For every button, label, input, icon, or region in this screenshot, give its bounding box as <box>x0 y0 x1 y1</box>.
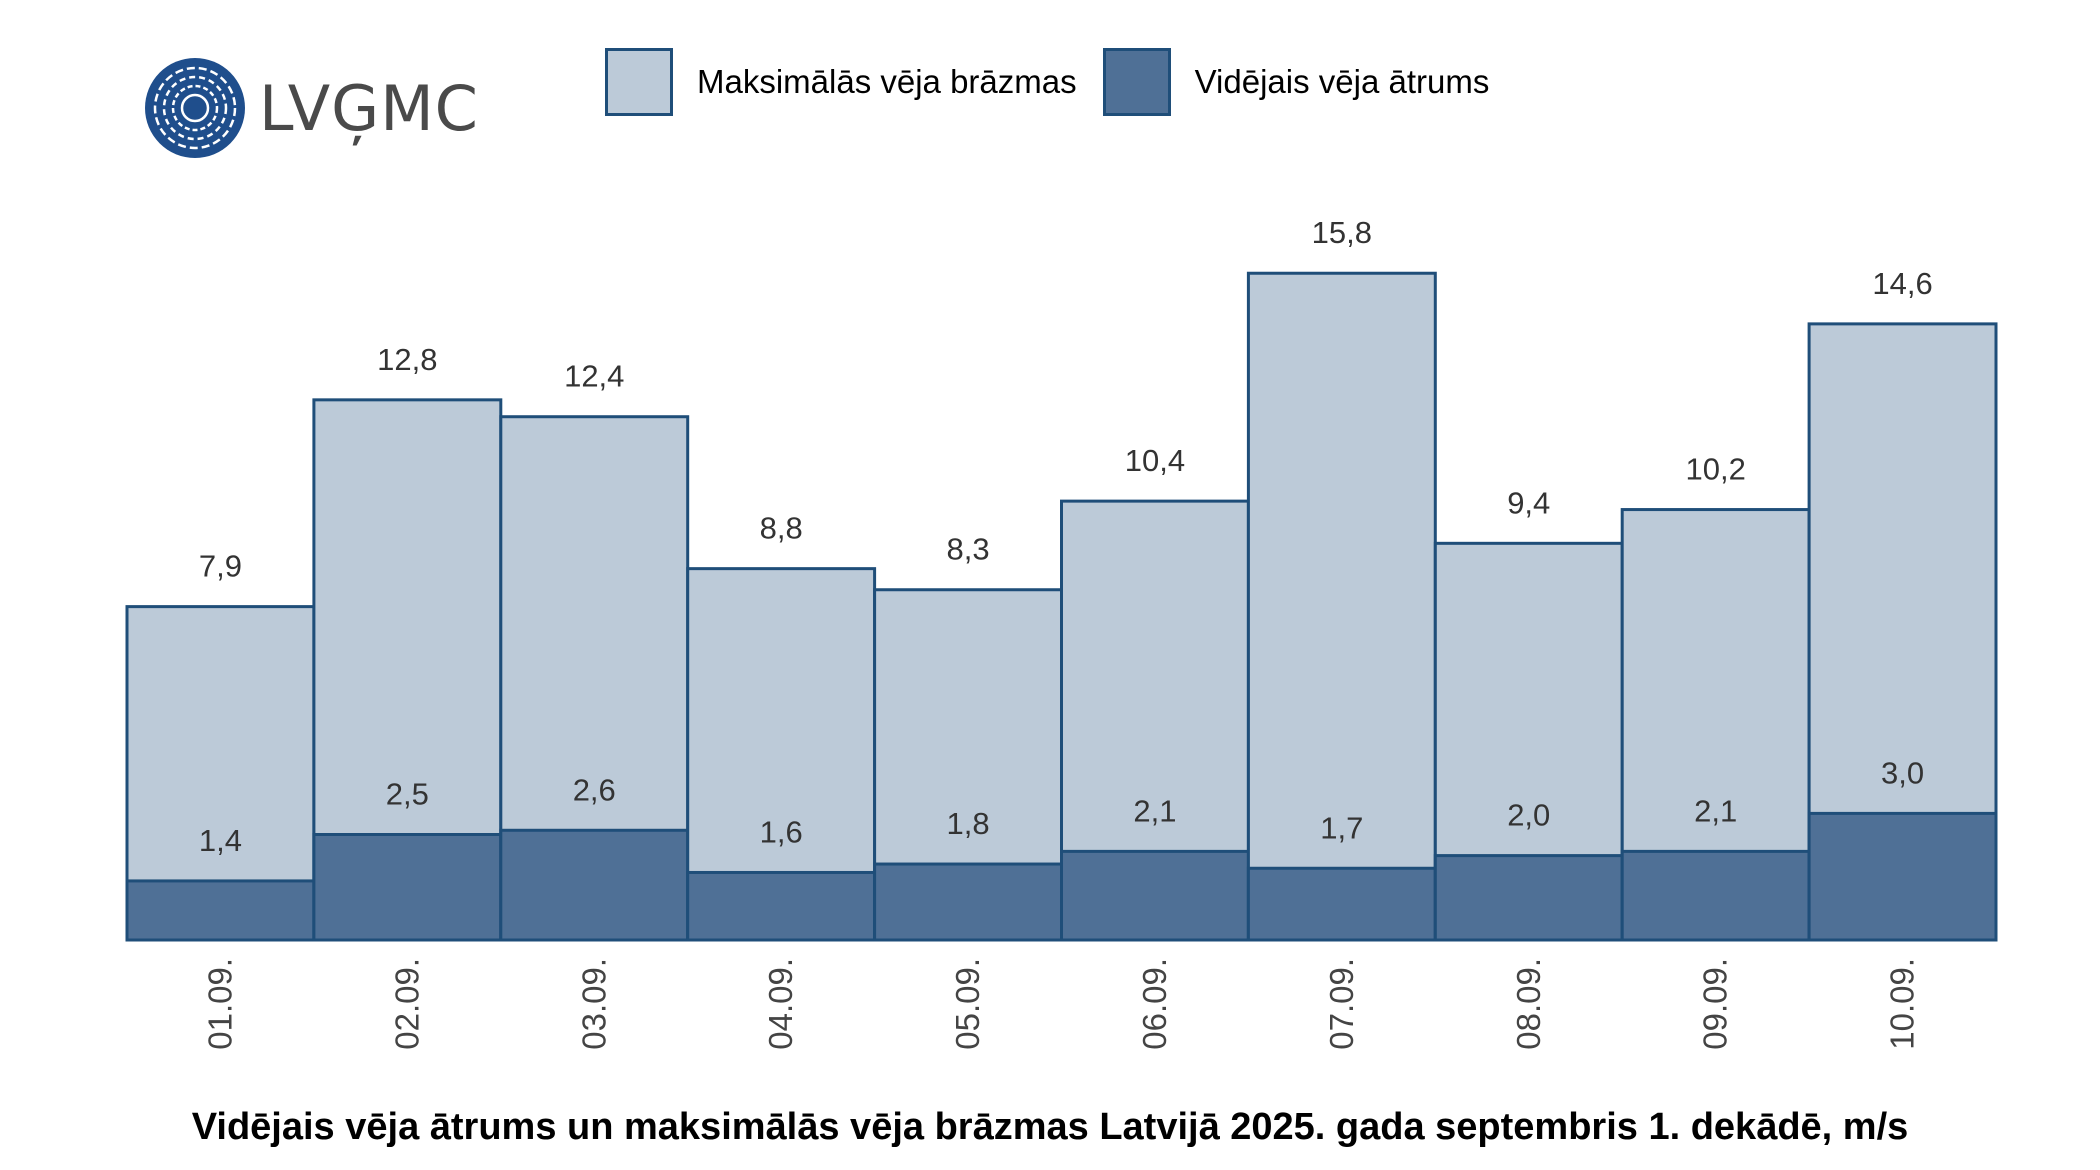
bar-average-10 <box>1807 811 1998 942</box>
logo-text: LVĢMC <box>259 71 479 145</box>
data-label-gust-3: 12,4 <box>564 359 624 394</box>
bar-average-2 <box>312 833 503 942</box>
x-tick-label-6: 06.09. <box>1136 958 1173 1050</box>
data-label-gust-10: 14,6 <box>1872 266 1932 301</box>
data-label-average-1: 1,4 <box>199 823 242 858</box>
legend-label-average: Vidējais vēja ātrums <box>1194 63 1490 100</box>
x-tick-label-2: 02.09. <box>388 958 425 1050</box>
bar-average-7 <box>1246 866 1437 942</box>
legend-swatch-gusts <box>605 48 673 116</box>
legend-swatch-average <box>1102 48 1171 116</box>
x-tick-label-7: 07.09. <box>1323 958 1360 1050</box>
logo-icon <box>145 58 245 158</box>
data-label-gust-7: 15,8 <box>1312 215 1372 250</box>
data-label-average-7: 1,7 <box>1320 810 1363 845</box>
data-label-gust-2: 12,8 <box>377 342 437 377</box>
bar-average-1 <box>125 879 316 942</box>
x-tick-label-9: 09.09. <box>1697 958 1734 1050</box>
x-tick-label-5: 05.09. <box>949 958 986 1050</box>
data-label-average-8: 2,0 <box>1507 798 1550 833</box>
x-tick-label-10: 10.09. <box>1884 958 1921 1050</box>
x-tick-label-1: 01.09. <box>201 958 238 1050</box>
legend-item-average: Vidējais vēja ātrums <box>1102 48 1490 116</box>
data-label-average-3: 2,6 <box>573 772 616 807</box>
x-tick-label-8: 08.09. <box>1510 958 1547 1050</box>
data-label-average-6: 2,1 <box>1133 793 1176 828</box>
data-label-average-4: 1,6 <box>760 814 803 849</box>
bar-average-5 <box>873 862 1063 942</box>
bar-average-3 <box>499 828 690 942</box>
data-label-gust-4: 8,8 <box>760 511 803 546</box>
bar-average-4 <box>686 870 877 942</box>
data-label-gust-9: 10,2 <box>1685 452 1745 487</box>
x-tick-label-3: 03.09. <box>575 958 612 1050</box>
bar-gust-7 <box>1246 271 1437 942</box>
logo: LVĢMC <box>143 56 479 160</box>
bar-average-8 <box>1433 854 1624 942</box>
data-label-gust-5: 8,3 <box>946 532 989 567</box>
bar-average-6 <box>1060 849 1250 942</box>
data-label-average-2: 2,5 <box>386 777 429 812</box>
legend-label-gusts: Maksimālās vēja brāzmas <box>697 63 1077 100</box>
data-label-gust-6: 10,4 <box>1125 443 1185 478</box>
bar-average-9 <box>1620 849 1811 942</box>
x-tick-label-4: 04.09. <box>762 958 799 1050</box>
data-label-average-9: 2,1 <box>1694 793 1737 828</box>
data-label-gust-8: 9,4 <box>1507 485 1550 520</box>
legend: Maksimālās vēja brāzmas Vidējais vēja āt… <box>605 48 1515 116</box>
data-label-average-10: 3,0 <box>1881 755 1924 790</box>
bar-chart: 7,9 1,4 01.09. 12,8 2,5 02.09. 12,4 2,6 03.09. 8,… <box>125 215 1998 1050</box>
data-label-gust-1: 7,9 <box>199 549 242 584</box>
chart-title: Vidējais vēja ātrums un maksimālās vēja … <box>191 1106 1909 1148</box>
data-label-average-5: 1,8 <box>946 806 989 841</box>
legend-item-gusts: Maksimālās vēja brāzmas <box>605 48 1077 116</box>
